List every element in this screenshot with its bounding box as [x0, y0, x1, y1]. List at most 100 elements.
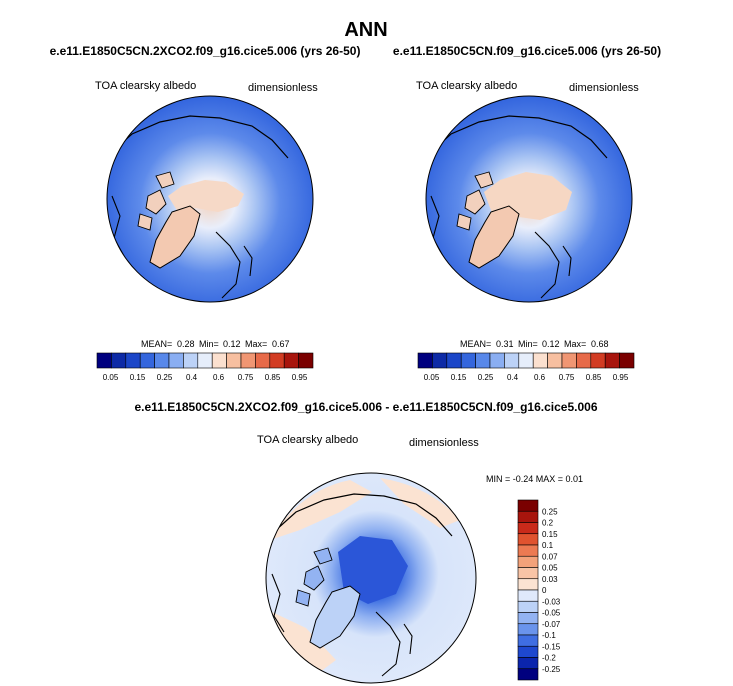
variable-label: TOA clearsky albedo — [257, 434, 358, 446]
colorbar-segment — [517, 657, 539, 670]
greenland — [149, 205, 201, 269]
units-label: dimensionless — [248, 82, 318, 94]
colorbar-tick-label: -0.15 — [542, 642, 561, 651]
colorbar-segment — [460, 352, 476, 369]
panel-title: e.e11.E1850C5CN.2XCO2.f09_g16.cice5.006 … — [50, 44, 361, 58]
colorbar-segment — [197, 352, 213, 369]
colorbar-tick-label: 0.75 — [559, 373, 575, 382]
colorbar-tick-label: -0.25 — [542, 665, 561, 674]
colorbar-segment — [547, 352, 563, 369]
colorbar-segment — [517, 533, 539, 546]
colorbar-horizontal: 0.05 0.15 0.25 0.4 0.6 0.75 0.85 0.95 — [417, 352, 635, 382]
colorbar-segment — [504, 352, 520, 369]
greenland — [309, 585, 361, 649]
scandinavia-coast — [271, 573, 285, 633]
colorbar-segment — [604, 352, 620, 369]
strong-decrease-region — [338, 536, 408, 604]
colorbar-segment — [532, 352, 548, 369]
map-border — [425, 95, 633, 303]
eurasia-coast — [275, 493, 453, 537]
colorbar-segment — [517, 578, 539, 591]
colorbar-tick-label: 0 — [542, 586, 547, 595]
greenland — [468, 205, 520, 269]
colorbar-tick-label: 0.6 — [213, 373, 225, 382]
stats-max: 0.68 — [591, 339, 609, 349]
map-panel-difference: e.e11.E1850C5CN.2XCO2.f09_g16.cice5.006 … — [135, 400, 598, 684]
canadian-archipelago — [137, 171, 175, 231]
colorbar-tick-label: -0.03 — [542, 597, 561, 606]
colorbar-segment — [517, 623, 539, 636]
colorbar-tick-label: 0.25 — [542, 507, 558, 516]
colorbar-segment — [517, 600, 539, 613]
colorbar-segment — [154, 352, 170, 369]
colorbar-tick-label: 0.85 — [265, 373, 281, 382]
colorbar-segment — [432, 352, 448, 369]
colorbar-tick-label: 0.85 — [586, 373, 602, 382]
map-border — [106, 95, 314, 303]
colorbar-segment — [111, 352, 127, 369]
colorbar-segment — [475, 352, 491, 369]
colorbar-tick-label: 0.95 — [613, 373, 629, 382]
colorbar-tick-label: 0.1 — [542, 541, 554, 550]
colorbar-tick-label: 0.05 — [424, 373, 440, 382]
colorbar-tick-label: 0.07 — [542, 552, 558, 561]
colorbar-tick-label: 0.25 — [478, 373, 494, 382]
stats-min: 0.12 — [542, 339, 560, 349]
colorbar-tick-label: 0.03 — [542, 575, 558, 584]
polar-map — [266, 473, 476, 683]
colorbar-tick-label: 0.4 — [186, 373, 198, 382]
stats-mean: 0.31 — [496, 339, 514, 349]
north-america-coast — [534, 231, 572, 299]
colorbar-tick-label: -0.2 — [542, 654, 556, 663]
colorbar-segment — [269, 352, 285, 369]
panel-title: e.e11.E1850C5CN.f09_g16.cice5.006 (yrs 2… — [393, 44, 661, 58]
colorbar-tick-label: 0.75 — [238, 373, 254, 382]
colorbar-horizontal: 0.05 0.15 0.25 0.4 0.6 0.75 0.85 0.95 — [96, 352, 314, 382]
colorbar-tick-label: 0.15 — [130, 373, 146, 382]
colorbar-segment — [96, 352, 112, 369]
colorbar-tick-label: 0.2 — [542, 519, 554, 528]
colorbar-segment — [518, 352, 534, 369]
colorbar-segment — [517, 645, 539, 658]
colorbar-tick-label: 0.15 — [451, 373, 467, 382]
colorbar-segment — [517, 634, 539, 647]
eurasia-coast — [430, 115, 608, 159]
colorbar-segment — [139, 352, 155, 369]
colorbar-tick-label: 0.25 — [157, 373, 173, 382]
stats-min-label: Min= — [518, 339, 538, 349]
map-border — [265, 472, 477, 684]
canadian-archipelago — [295, 547, 333, 607]
stats-mean-label: MEAN= — [141, 339, 172, 349]
stats-max-label: Max= — [564, 339, 586, 349]
stats-min: 0.12 — [223, 339, 241, 349]
colorbar-segment — [517, 612, 539, 625]
colorbar-segment — [240, 352, 256, 369]
panel-title: e.e11.E1850C5CN.2XCO2.f09_g16.cice5.006 … — [135, 400, 598, 414]
canadian-archipelago — [456, 171, 494, 231]
colorbar-segment — [561, 352, 577, 369]
colorbar-segment — [576, 352, 592, 369]
north-america-coast — [215, 231, 253, 299]
colorbar-vertical: 0.25 0.2 0.15 0.1 0.07 0.05 0.03 0 -0.03 -0.05 -0.… — [517, 499, 561, 681]
sea-ice-region — [168, 180, 244, 212]
colorbar-segment — [517, 567, 539, 580]
colorbar-tick-label: 0.6 — [534, 373, 546, 382]
colorbar-tick-label: 0.05 — [542, 564, 558, 573]
colorbar-tick-label: -0.05 — [542, 609, 561, 618]
map-panel-2xco2: e.e11.E1850C5CN.2XCO2.f09_g16.cice5.006 … — [50, 44, 361, 382]
colorbar-segment — [517, 668, 539, 681]
north-america-coast — [375, 611, 413, 677]
variable-label: TOA clearsky albedo — [95, 80, 196, 92]
eurasia-coast — [111, 115, 289, 159]
min-max-label: MIN = -0.24 MAX = 0.01 — [486, 474, 583, 484]
colorbar-segment — [517, 589, 539, 602]
colorbar-segment — [168, 352, 184, 369]
colorbar-tick-label: 0.95 — [292, 373, 308, 382]
colorbar-segment — [446, 352, 462, 369]
units-label: dimensionless — [569, 82, 639, 94]
colorbar-segment — [183, 352, 199, 369]
stats-mean: 0.28 — [177, 339, 195, 349]
colorbar-segment — [417, 352, 433, 369]
stats-max-label: Max= — [245, 339, 267, 349]
